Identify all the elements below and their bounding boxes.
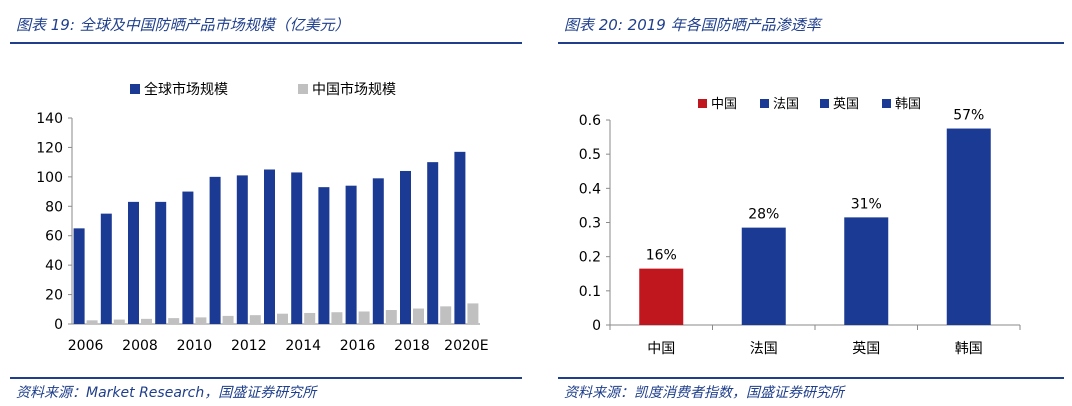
- x-tick-label: 法国: [750, 341, 778, 357]
- y-tick-label: 0.2: [579, 250, 601, 266]
- y-tick-label: 20: [45, 288, 63, 304]
- y-tick-label: 100: [36, 170, 63, 186]
- bar-global: [209, 176, 221, 324]
- y-tick-label: 80: [45, 199, 63, 215]
- bar-penetration: [741, 227, 786, 325]
- bar-china: [168, 318, 180, 324]
- right-title-rule: [558, 42, 1064, 44]
- bar-global: [400, 170, 411, 324]
- data-label: 31%: [851, 196, 882, 212]
- y-tick-label: 0: [54, 317, 63, 333]
- x-tick-label: 2010: [177, 338, 213, 354]
- bar-global: [427, 162, 439, 324]
- bar-penetration: [639, 268, 684, 325]
- y-tick-label: 60: [45, 229, 63, 245]
- left-figure-title: 图表 19: 全球及中国防晒产品市场规模（亿美元）: [16, 16, 350, 34]
- legend-swatch: [298, 84, 308, 94]
- legend-label: 韩国: [895, 97, 921, 112]
- bar-global: [73, 228, 85, 324]
- y-tick-label: 0.3: [579, 216, 601, 232]
- bar-global: [264, 169, 275, 324]
- bar-china: [86, 320, 98, 324]
- bar-global: [182, 191, 194, 324]
- bar-china: [467, 303, 479, 324]
- bar-global: [345, 185, 357, 324]
- data-label: 16%: [646, 248, 677, 264]
- x-tick-label: 2018: [394, 338, 430, 354]
- x-tick-label: 2012: [231, 338, 267, 354]
- bar-global: [318, 187, 330, 324]
- x-tick-label: 2008: [122, 338, 158, 354]
- global-china-market-chart: 0 20 40 60 80 100 120 140 2006 2008 2010 2012 2014 20…: [36, 81, 488, 354]
- bar-china: [413, 308, 424, 324]
- legend-swatch: [130, 84, 140, 94]
- bar-china: [195, 317, 207, 324]
- legend-label: 中国: [711, 97, 737, 112]
- legend-label: 法国: [773, 97, 799, 112]
- bar-penetration: [946, 128, 991, 325]
- x-tick-label: 韩国: [955, 341, 983, 357]
- bar-global: [236, 175, 248, 324]
- y-tick-label: 0.6: [579, 113, 601, 129]
- bar-china: [440, 306, 452, 324]
- legend-label: 中国市场规模: [312, 81, 396, 98]
- bar-global: [372, 178, 384, 324]
- bar-china: [304, 312, 316, 324]
- legend-swatch: [820, 99, 829, 108]
- data-label: 28%: [748, 207, 779, 223]
- left-figure-panel: 图表 19: 全球及中国防晒产品市场规模（亿美元） 0 20 40 60 80 100 12…: [0, 0, 528, 406]
- left-source-note: 资料来源：Market Research，国盛证券研究所: [16, 385, 317, 401]
- left-source-rule: [10, 377, 522, 379]
- bar-global: [454, 151, 466, 324]
- x-tick-label: 2020E: [444, 338, 488, 354]
- x-tick-label: 中国: [647, 341, 675, 357]
- y-tick-label: 40: [45, 258, 63, 274]
- bar-china: [141, 318, 152, 324]
- right-source-rule: [558, 377, 1064, 379]
- x-tick-label: 2006: [68, 338, 104, 354]
- bar-penetration: [844, 217, 889, 325]
- bar-global: [128, 201, 139, 324]
- legend-label: 英国: [833, 97, 859, 112]
- bar-global: [291, 172, 303, 324]
- right-figure-title: 图表 20: 2019 年各国防晒产品渗透率: [564, 16, 821, 34]
- legend-swatch: [882, 99, 891, 108]
- right-source-note: 资料来源：凯度消费者指数，国盛证券研究所: [564, 385, 844, 401]
- data-label: 57%: [953, 108, 984, 124]
- y-tick-label: 0: [592, 318, 601, 334]
- bar-china: [385, 310, 397, 324]
- legend-swatch: [698, 99, 707, 108]
- penetration-rate-chart: 00.10.20.30.40.50.616%中国28%法国31%英国57%韩国中…: [579, 97, 1021, 357]
- bar-china: [358, 311, 370, 324]
- bar-china: [331, 312, 343, 324]
- y-tick-label: 0.1: [579, 284, 601, 300]
- x-tick-label: 2016: [340, 338, 376, 354]
- left-title-rule: [10, 42, 522, 44]
- y-tick-label: 0.4: [579, 181, 601, 197]
- bar-china: [249, 315, 261, 324]
- x-tick-label: 英国: [852, 340, 880, 357]
- y-tick-label: 140: [36, 111, 63, 127]
- bar-global: [155, 201, 167, 324]
- legend-label: 全球市场规模: [144, 81, 228, 98]
- legend-swatch: [760, 99, 769, 108]
- bar-china: [222, 315, 234, 324]
- bar-global: [100, 213, 112, 324]
- y-tick-label: 0.5: [579, 147, 601, 163]
- bar-china: [113, 319, 125, 324]
- bar-china: [277, 313, 288, 324]
- right-figure-panel: 图表 20: 2019 年各国防晒产品渗透率 0 0.1 0.2 0.3 0.4 0.5 0…: [548, 0, 1072, 406]
- x-tick-label: 2014: [285, 338, 321, 354]
- y-tick-label: 120: [36, 140, 63, 156]
